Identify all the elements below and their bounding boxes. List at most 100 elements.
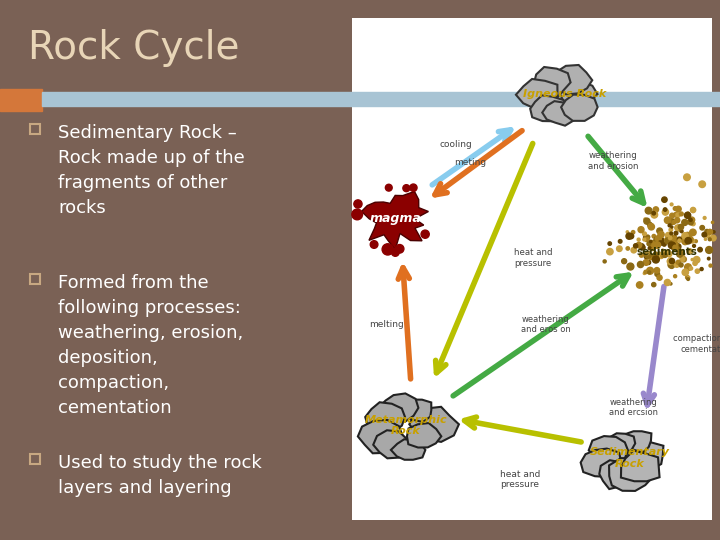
Circle shape: [698, 247, 702, 252]
Circle shape: [688, 276, 690, 279]
Polygon shape: [580, 449, 621, 477]
Circle shape: [652, 248, 654, 251]
Polygon shape: [373, 430, 411, 458]
Circle shape: [646, 252, 649, 254]
Circle shape: [679, 263, 683, 267]
Circle shape: [704, 238, 706, 240]
Circle shape: [392, 248, 399, 256]
Circle shape: [654, 242, 660, 248]
Circle shape: [678, 249, 684, 255]
Circle shape: [687, 249, 692, 254]
Circle shape: [706, 247, 713, 253]
Circle shape: [659, 237, 663, 241]
Circle shape: [675, 244, 681, 249]
Polygon shape: [391, 440, 426, 460]
Circle shape: [652, 254, 657, 260]
Circle shape: [680, 231, 683, 233]
Circle shape: [711, 235, 716, 241]
Circle shape: [672, 246, 676, 250]
Circle shape: [689, 267, 693, 270]
Circle shape: [671, 261, 674, 265]
Polygon shape: [400, 400, 431, 422]
Text: heat and
pressure: heat and pressure: [500, 470, 540, 489]
Circle shape: [672, 242, 678, 248]
Circle shape: [648, 224, 654, 230]
Circle shape: [652, 212, 657, 218]
Circle shape: [626, 233, 632, 239]
Circle shape: [643, 260, 649, 265]
Circle shape: [653, 207, 659, 212]
Text: Rock Cycle: Rock Cycle: [28, 29, 240, 67]
Circle shape: [636, 282, 643, 288]
Bar: [42, 92, 720, 106]
Text: weathering
and ercsion: weathering and ercsion: [609, 398, 658, 417]
Circle shape: [690, 229, 696, 235]
Circle shape: [668, 261, 675, 268]
Circle shape: [647, 267, 654, 274]
Circle shape: [671, 242, 675, 247]
Circle shape: [658, 253, 664, 259]
Circle shape: [661, 255, 664, 258]
Circle shape: [645, 207, 652, 214]
Circle shape: [644, 218, 650, 224]
Circle shape: [629, 234, 634, 239]
Circle shape: [657, 228, 662, 234]
Circle shape: [653, 252, 658, 257]
Circle shape: [707, 230, 713, 234]
Circle shape: [685, 264, 691, 271]
Circle shape: [677, 251, 683, 257]
Text: Metamorphic
Rock: Metamorphic Rock: [365, 415, 447, 436]
Circle shape: [670, 232, 672, 235]
Polygon shape: [599, 460, 635, 489]
Circle shape: [690, 239, 695, 243]
Circle shape: [644, 252, 652, 258]
Polygon shape: [609, 458, 654, 491]
Bar: [30, 454, 40, 464]
Circle shape: [676, 213, 680, 217]
Text: Used to study the rock
layers and layering: Used to study the rock layers and layeri…: [58, 454, 262, 497]
Circle shape: [663, 208, 667, 211]
Circle shape: [681, 237, 685, 240]
Polygon shape: [560, 82, 598, 110]
Circle shape: [655, 270, 659, 273]
Circle shape: [666, 251, 672, 257]
Text: magma: magma: [369, 212, 421, 225]
Circle shape: [607, 248, 613, 255]
Circle shape: [354, 200, 362, 208]
Circle shape: [668, 224, 671, 227]
Circle shape: [647, 260, 651, 265]
Bar: [0, 106, 720, 540]
Circle shape: [659, 254, 661, 256]
Circle shape: [682, 269, 688, 275]
Circle shape: [678, 224, 683, 230]
Text: sediments: sediments: [636, 247, 697, 257]
Circle shape: [682, 233, 688, 239]
Circle shape: [649, 256, 652, 260]
Circle shape: [689, 217, 695, 222]
Circle shape: [693, 245, 696, 247]
Polygon shape: [622, 431, 652, 453]
Circle shape: [649, 245, 654, 251]
Polygon shape: [378, 394, 418, 422]
Circle shape: [670, 203, 673, 206]
Circle shape: [652, 253, 658, 259]
Circle shape: [681, 256, 686, 262]
Circle shape: [648, 224, 654, 229]
Text: weathering
and erosion: weathering and erosion: [588, 151, 638, 171]
Circle shape: [652, 256, 660, 263]
Circle shape: [674, 262, 680, 267]
Circle shape: [685, 238, 691, 244]
Circle shape: [709, 264, 712, 267]
Circle shape: [665, 232, 671, 238]
Polygon shape: [608, 433, 635, 454]
Circle shape: [647, 242, 651, 246]
Circle shape: [691, 222, 695, 226]
Circle shape: [637, 238, 640, 241]
Circle shape: [644, 237, 649, 241]
Circle shape: [675, 206, 681, 212]
Circle shape: [649, 225, 654, 229]
Circle shape: [673, 207, 677, 211]
Circle shape: [670, 282, 672, 285]
Circle shape: [670, 213, 675, 218]
Circle shape: [673, 248, 675, 250]
